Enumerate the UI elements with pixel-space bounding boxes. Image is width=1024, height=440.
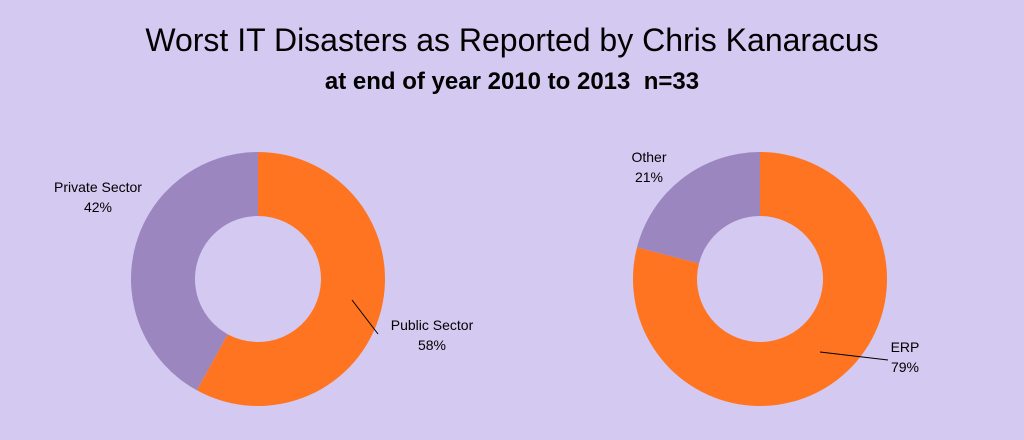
donut-1-slice-public-sector xyxy=(196,152,385,407)
chart-title: Worst IT Disasters as Reported by Chris … xyxy=(145,22,879,58)
donut-2-label-other: Other 21% xyxy=(631,149,666,185)
chart-subtitle: at end of year 2010 to 2013 n=33 xyxy=(324,68,700,95)
donut-2-label-erp: ERP 79% xyxy=(891,339,920,375)
donut-1-leader-line-public xyxy=(351,299,379,335)
donut-1-label-public: Public Sector 58% xyxy=(391,317,474,353)
donut-1-label-private: Private Sector 42% xyxy=(54,179,142,215)
donut-1-slice-private-sector xyxy=(131,152,258,391)
donut-2-slice-erp xyxy=(633,152,887,406)
donut-2-leader-line-erp xyxy=(819,351,889,361)
donut-2-slice-other xyxy=(636,152,760,264)
